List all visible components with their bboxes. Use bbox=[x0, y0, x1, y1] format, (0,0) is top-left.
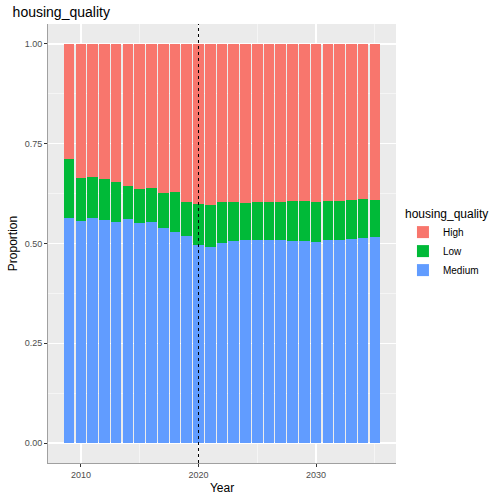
svg-text:0.75: 0.75 bbox=[25, 139, 43, 149]
svg-text:2030: 2030 bbox=[306, 470, 326, 480]
svg-text:High: High bbox=[443, 227, 464, 238]
svg-text:2020: 2020 bbox=[188, 470, 208, 480]
svg-text:0.50: 0.50 bbox=[25, 239, 43, 249]
svg-text:2010: 2010 bbox=[71, 470, 91, 480]
svg-text:0.25: 0.25 bbox=[25, 338, 43, 348]
svg-text:housing_quality: housing_quality bbox=[405, 207, 488, 221]
svg-text:Proportion: Proportion bbox=[6, 216, 20, 271]
svg-text:1.00: 1.00 bbox=[25, 39, 43, 49]
svg-text:Medium: Medium bbox=[443, 265, 479, 276]
svg-text:0.00: 0.00 bbox=[25, 438, 43, 448]
svg-text:Year: Year bbox=[210, 481, 234, 495]
svg-text:housing_quality: housing_quality bbox=[13, 4, 110, 20]
svg-text:Low: Low bbox=[443, 246, 462, 257]
